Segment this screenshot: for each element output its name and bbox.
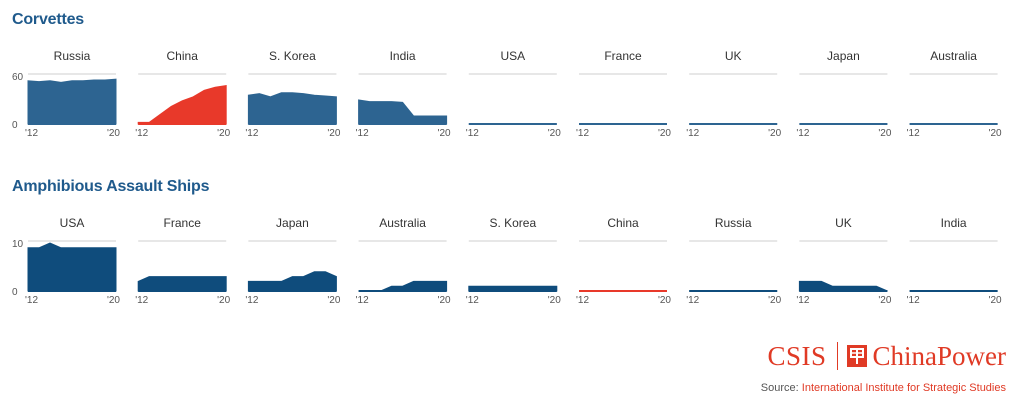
x-tick-label-start: '12 — [466, 295, 479, 306]
source-note: Source: International Institute for Stra… — [761, 382, 1006, 394]
source-prefix: Source: — [760, 382, 802, 394]
panel-title-australia: Australia — [379, 216, 426, 230]
x-tick-label-end: '20 — [438, 128, 451, 139]
x-tick-label-start: '12 — [135, 295, 148, 306]
y-tick-label-1-0: 0 — [12, 287, 18, 298]
panel-title-japan: Japan — [276, 216, 309, 230]
x-tick-label-end: '20 — [878, 128, 891, 139]
x-tick-label-start: '12 — [25, 128, 38, 139]
x-tick-label-start: '12 — [135, 128, 148, 139]
x-tick-label-end: '20 — [989, 128, 1002, 139]
panel-title-uk: UK — [835, 216, 852, 230]
panel-title-france: France — [604, 49, 642, 63]
panel-title-russia: Russia — [54, 49, 91, 63]
panel-title-china: China — [607, 216, 639, 230]
area-series — [798, 280, 888, 292]
panel-title-japan: Japan — [827, 49, 860, 63]
x-tick-label-end: '20 — [217, 295, 230, 306]
x-tick-label-start: '12 — [907, 128, 920, 139]
x-tick-label-start: '12 — [907, 295, 920, 306]
y-tick-label-1-1: 10 — [12, 239, 24, 250]
x-tick-label-end: '20 — [768, 295, 781, 306]
x-tick-label-end: '20 — [548, 128, 561, 139]
area-series — [247, 271, 337, 292]
x-tick-label-end: '20 — [327, 128, 340, 139]
small-multiples-charts: 0 60 Russia '12 '20 China '12 '20 S. Korea '12 '20… — [12, 49, 1002, 306]
x-tick-label-start: '12 — [245, 128, 258, 139]
y-tick-label-0-0: 0 — [12, 120, 18, 131]
panel-title-russia: Russia — [715, 216, 752, 230]
x-tick-label-end: '20 — [658, 128, 671, 139]
csis-wordmark: CSIS — [767, 340, 827, 371]
x-tick-label-start: '12 — [576, 295, 589, 306]
area-series — [247, 92, 337, 125]
logo-divider — [836, 342, 838, 370]
chinapower-wordmark: ChinaPower — [872, 340, 1006, 371]
csis-chinapower-logo: CSIS ChinaPower — [767, 340, 1006, 372]
panel-title-australia: Australia — [930, 49, 977, 63]
x-tick-label-end: '20 — [768, 128, 781, 139]
area-series — [137, 85, 227, 125]
panel-title-india: India — [941, 216, 967, 230]
corvettes-section-title: Corvettes — [12, 11, 85, 28]
x-tick-label-end: '20 — [107, 295, 120, 306]
x-tick-label-start: '12 — [356, 128, 369, 139]
x-tick-label-start: '12 — [796, 128, 809, 139]
area-series — [137, 276, 227, 292]
area-series — [468, 285, 558, 292]
x-tick-label-end: '20 — [217, 128, 230, 139]
panel-title-china: China — [167, 49, 199, 63]
panel-title-france: France — [164, 216, 202, 230]
x-tick-label-start: '12 — [686, 295, 699, 306]
area-series — [358, 280, 448, 292]
panel-title-india: India — [390, 49, 416, 63]
area-series — [358, 99, 448, 125]
x-tick-label-end: '20 — [989, 295, 1002, 306]
area-series — [27, 242, 117, 292]
x-tick-label-start: '12 — [356, 295, 369, 306]
x-tick-label-end: '20 — [878, 295, 891, 306]
x-tick-label-end: '20 — [107, 128, 120, 139]
area-series — [27, 78, 117, 125]
panel-title-uk: UK — [725, 49, 742, 63]
panel-title-s-korea: S. Korea — [269, 49, 316, 63]
x-tick-label-end: '20 — [548, 295, 561, 306]
x-tick-label-start: '12 — [686, 128, 699, 139]
x-tick-label-end: '20 — [658, 295, 671, 306]
x-tick-label-start: '12 — [576, 128, 589, 139]
x-tick-label-start: '12 — [245, 295, 258, 306]
x-tick-label-start: '12 — [466, 128, 479, 139]
x-tick-label-start: '12 — [796, 295, 809, 306]
y-tick-label-0-1: 60 — [12, 72, 24, 83]
x-tick-label-start: '12 — [25, 295, 38, 306]
source-link[interactable]: International Institute for Strategic St… — [801, 382, 1006, 394]
panel-title-usa: USA — [60, 216, 85, 230]
chinapower-icon — [846, 345, 867, 367]
amphibious-section-title: Amphibious Assault Ships — [12, 178, 210, 195]
x-tick-label-end: '20 — [438, 295, 451, 306]
x-tick-label-end: '20 — [327, 295, 340, 306]
panel-title-s-korea: S. Korea — [489, 216, 536, 230]
panel-title-usa: USA — [500, 49, 525, 63]
